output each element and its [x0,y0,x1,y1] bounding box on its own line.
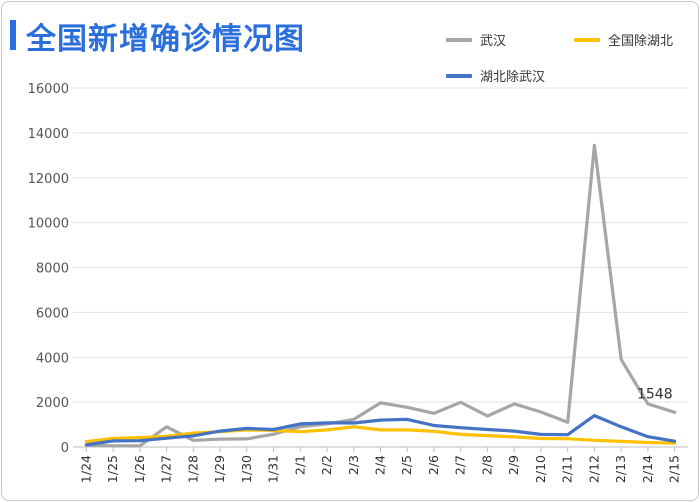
y-tick-label: 4000 [36,351,69,366]
legend-item-wuhan: 武汉 [446,30,506,49]
x-tick-label: 1/25 [105,455,120,483]
x-tick-label: 2/2 [319,455,334,475]
title-accent-bar [10,20,16,50]
x-tick-label: 2/8 [479,455,494,475]
x-tick-label: 2/14 [640,455,655,483]
x-tick-label: 1/31 [266,455,281,483]
x-tick-label: 2/5 [399,455,414,475]
x-tick-label: 1/24 [78,455,93,483]
data-label-annotation: 1548 [637,386,673,402]
legend-label-national-ex-hubei: 全国除湖北 [608,34,674,49]
x-tick-label: 2/15 [667,455,682,483]
y-tick-label: 14000 [28,127,69,142]
legend-label-hubei-ex-wuhan: 湖北除武汉 [480,70,546,85]
x-tick-label: 1/29 [212,455,227,483]
legend-swatch-national-ex-hubei [574,37,600,42]
x-tick-label: 2/11 [560,455,575,483]
y-tick-label: 12000 [28,172,69,187]
x-tick-label: 2/1 [292,455,307,475]
series-line-2 [84,414,677,447]
y-tick-label: 6000 [36,306,69,321]
legend-swatch-hubei-ex-wuhan [446,73,472,78]
x-tick-label: 2/13 [613,455,628,483]
legend-item-national-ex-hubei: 全国除湖北 [574,30,673,49]
x-tick-label: 1/26 [132,455,147,483]
x-tick-label: 1/27 [159,455,174,483]
y-tick-label: 0 [61,441,69,456]
x-tick-label: 2/6 [426,455,441,475]
legend-swatch-wuhan [446,37,472,42]
x-tick-label: 2/4 [373,455,388,475]
chart-title: 全国新增确诊情况图 [26,22,305,57]
x-tick-label: 2/9 [506,455,521,475]
legend-label-wuhan: 武汉 [480,34,507,49]
x-tick-label: 2/12 [586,455,601,483]
x-tick-label: 2/7 [453,455,468,475]
x-tick-label: 1/30 [239,455,254,483]
series-line-0 [84,143,677,448]
legend-item-hubei-ex-wuhan: 湖北除武汉 [446,66,545,85]
x-tick-label: 2/10 [533,455,548,483]
series-line-1 [84,425,677,445]
x-tick-label: 2/3 [346,455,361,475]
y-tick-label: 10000 [28,217,69,232]
y-tick-label: 2000 [36,396,69,411]
x-tick-label: 1/28 [185,455,200,483]
y-tick-label: 16000 [28,82,69,97]
y-tick-label: 8000 [36,262,69,277]
